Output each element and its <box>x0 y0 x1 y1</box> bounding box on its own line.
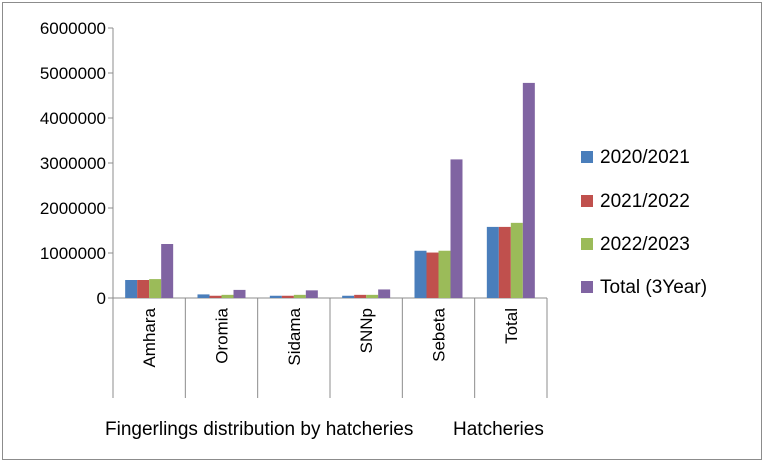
legend-label: 2021/2022 <box>600 191 690 212</box>
legend-swatch <box>581 238 593 250</box>
bar-oromia-3 <box>221 294 234 298</box>
bar-total-4 <box>522 82 535 299</box>
legend: 2020/2021 2021/2022 2022/2023 Total (3Year) <box>581 147 707 298</box>
category-labels: Amhara Oromia Sidama SNNp Sebeta Total <box>140 307 521 367</box>
bar-sidama-4 <box>305 290 318 298</box>
bar-sebeta-4 <box>450 159 463 298</box>
x-axis-label: Fingerlings distribution by hatcheries <box>105 419 413 440</box>
axes <box>112 28 548 398</box>
bar-oromia-4 <box>233 289 246 298</box>
y-axis-ticks: 0 1000000 2000000 3000000 4000000 5000000 6000… <box>40 19 113 308</box>
category-label: Amhara <box>140 307 159 367</box>
legend-swatch <box>581 281 593 293</box>
legend-swatch <box>581 195 593 207</box>
category-label: SNNp <box>357 308 376 353</box>
legend-label: Total (3Year) <box>600 277 707 298</box>
bar-oromia-1 <box>197 294 210 298</box>
y-tick-label: 5000000 <box>40 64 106 83</box>
bar-snnp-4 <box>378 289 391 298</box>
bar-sebeta-1 <box>414 250 427 298</box>
bar-oromia-2 <box>209 295 222 298</box>
category-label: Sidama <box>285 307 304 365</box>
bar-total-2 <box>498 226 511 298</box>
bar-total-3 <box>510 222 523 298</box>
legend-swatch <box>581 151 593 163</box>
bar-snnp-1 <box>342 295 355 298</box>
bar-amhara-3 <box>149 279 162 298</box>
y-tick-label: 3000000 <box>40 154 106 173</box>
bar-sidama-2 <box>281 295 294 298</box>
y-tick-label: 1000000 <box>40 244 106 263</box>
bar-amhara-2 <box>137 280 150 298</box>
legend-label: 2022/2023 <box>600 234 690 255</box>
bars <box>125 82 535 299</box>
bar-sidama-1 <box>269 295 282 298</box>
y-tick-label: 6000000 <box>40 19 106 38</box>
category-label: Total <box>502 308 521 344</box>
bar-sidama-3 <box>293 294 306 298</box>
bar-sebeta-3 <box>438 250 451 298</box>
bar-snnp-2 <box>354 294 367 298</box>
category-label: Oromia <box>213 307 232 363</box>
bar-amhara-4 <box>161 244 174 298</box>
y-tick-label: 0 <box>97 289 106 308</box>
bar-snnp-3 <box>366 294 379 298</box>
y-tick-label: 4000000 <box>40 109 106 128</box>
y-tick-label: 2000000 <box>40 199 106 218</box>
category-label: Sebeta <box>430 307 449 361</box>
bar-sebeta-2 <box>426 252 439 298</box>
x-axis-label-overlap: Hatcheries <box>453 419 544 440</box>
legend-label: 2020/2021 <box>600 147 690 168</box>
chart-frame <box>2 2 762 460</box>
bar-total-1 <box>486 226 499 298</box>
bar-amhara-1 <box>125 280 138 298</box>
